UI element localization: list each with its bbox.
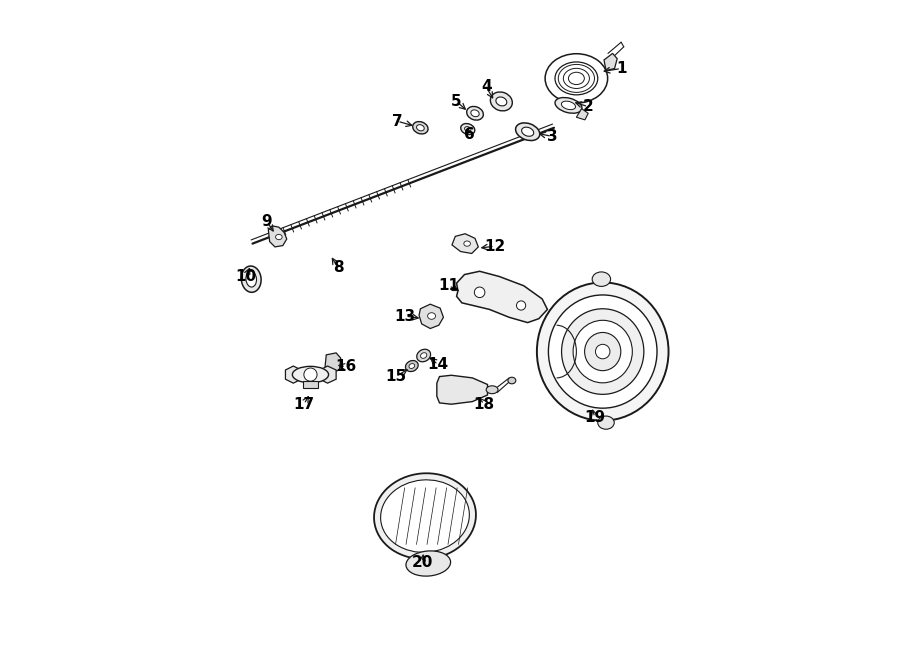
Ellipse shape [491,92,512,111]
Text: 19: 19 [584,410,606,425]
Text: 14: 14 [428,357,449,372]
Ellipse shape [464,127,471,132]
Ellipse shape [496,97,507,106]
Ellipse shape [545,54,608,103]
Ellipse shape [563,68,590,89]
Ellipse shape [562,309,644,395]
Text: 20: 20 [411,555,433,570]
Ellipse shape [516,123,540,141]
Circle shape [517,301,526,310]
Ellipse shape [461,124,475,135]
Ellipse shape [537,282,669,420]
Ellipse shape [417,125,424,131]
Text: 1: 1 [616,61,626,76]
Ellipse shape [406,360,419,371]
Ellipse shape [598,416,614,429]
Polygon shape [285,366,302,383]
Ellipse shape [413,122,428,134]
Ellipse shape [562,101,575,110]
Text: 18: 18 [473,397,495,412]
Ellipse shape [417,349,430,362]
Ellipse shape [381,480,470,553]
Text: 13: 13 [395,309,416,323]
Ellipse shape [548,295,657,408]
Ellipse shape [585,332,621,371]
Ellipse shape [592,272,610,286]
Text: 8: 8 [333,260,344,276]
Text: 11: 11 [438,278,459,293]
Polygon shape [419,304,444,329]
Polygon shape [325,353,341,373]
Ellipse shape [275,235,283,240]
Text: 2: 2 [583,99,594,114]
Ellipse shape [428,313,436,319]
Ellipse shape [406,551,451,576]
Ellipse shape [522,127,534,136]
Text: 4: 4 [481,79,491,95]
Ellipse shape [555,98,582,113]
Text: 6: 6 [464,127,475,142]
Text: 9: 9 [262,214,273,229]
Text: 3: 3 [546,129,557,144]
Ellipse shape [508,377,516,384]
Ellipse shape [486,386,498,394]
Text: 7: 7 [392,114,402,129]
Polygon shape [436,375,488,405]
Ellipse shape [569,72,584,85]
Polygon shape [604,54,617,71]
Ellipse shape [555,62,598,95]
Ellipse shape [292,366,328,383]
Text: 16: 16 [336,359,356,374]
Polygon shape [268,226,287,247]
Ellipse shape [374,473,476,559]
Text: 12: 12 [484,239,506,254]
Ellipse shape [241,266,261,292]
Ellipse shape [558,64,595,93]
Text: 5: 5 [451,94,462,109]
Text: 15: 15 [385,369,407,384]
Ellipse shape [464,241,471,247]
Polygon shape [303,381,319,388]
Polygon shape [320,366,336,383]
Polygon shape [576,108,589,120]
Ellipse shape [471,110,479,117]
Text: 17: 17 [293,397,314,412]
Ellipse shape [467,106,483,120]
Ellipse shape [246,271,256,287]
Text: 10: 10 [236,269,256,284]
Ellipse shape [420,353,427,358]
Circle shape [474,287,485,297]
Polygon shape [452,234,478,253]
Ellipse shape [573,321,633,383]
Polygon shape [456,271,547,323]
Circle shape [304,368,317,381]
Ellipse shape [596,344,610,359]
Ellipse shape [409,364,415,368]
